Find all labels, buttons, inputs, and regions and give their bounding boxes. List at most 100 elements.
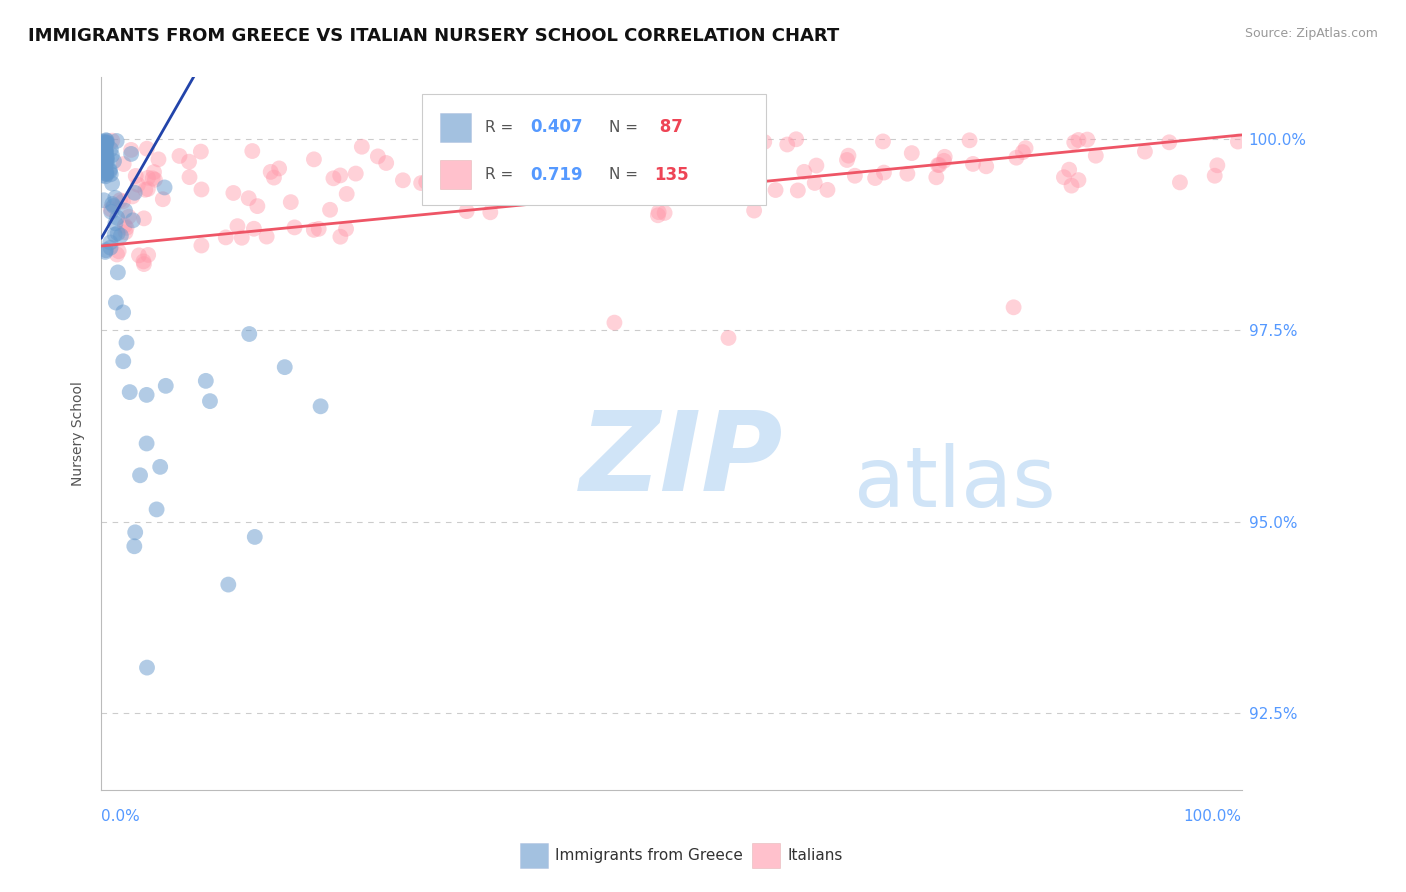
Point <box>107 227 129 241</box>
Point <box>105 134 128 148</box>
Point <box>837 149 859 163</box>
Text: 0.719: 0.719 <box>530 166 582 184</box>
Point <box>502 164 524 178</box>
Text: 0.407: 0.407 <box>530 119 582 136</box>
Point <box>329 169 352 183</box>
Point <box>94 137 117 152</box>
Point <box>118 210 141 224</box>
Point <box>98 164 121 178</box>
Point <box>928 158 950 172</box>
Point <box>198 394 221 409</box>
Text: atlas: atlas <box>853 443 1056 524</box>
Point <box>101 134 124 148</box>
Point <box>143 172 166 186</box>
Point <box>152 192 174 206</box>
Point <box>974 159 997 173</box>
Point <box>932 153 955 168</box>
Point <box>872 135 894 149</box>
Point <box>835 153 858 167</box>
Point <box>962 157 984 171</box>
Text: 135: 135 <box>654 166 689 184</box>
Point <box>226 219 249 234</box>
Point <box>94 244 117 258</box>
Point <box>1005 151 1028 165</box>
Point <box>104 227 127 242</box>
Point <box>108 193 131 207</box>
Point <box>96 134 118 148</box>
Point <box>124 186 146 200</box>
Point <box>98 162 121 177</box>
Point <box>959 133 981 147</box>
Text: R =: R = <box>485 120 519 135</box>
Point <box>335 222 357 236</box>
Text: N =: N = <box>609 167 643 182</box>
Point <box>925 170 948 185</box>
Point <box>94 144 117 158</box>
Point <box>103 199 125 213</box>
Point <box>411 176 433 190</box>
Point <box>619 152 641 166</box>
Point <box>132 254 155 268</box>
Point <box>124 539 146 553</box>
Text: Immigrants from Greece: Immigrants from Greece <box>555 848 744 863</box>
Point <box>1067 173 1090 187</box>
Point <box>94 244 117 259</box>
Point <box>934 150 956 164</box>
Point <box>114 203 136 218</box>
Point <box>142 171 165 186</box>
Point <box>114 219 136 233</box>
Point <box>786 184 808 198</box>
Point <box>817 183 839 197</box>
Point <box>302 223 325 237</box>
Point <box>927 158 949 172</box>
Point <box>94 138 117 153</box>
Point <box>94 136 117 150</box>
Point <box>651 161 673 175</box>
Point <box>456 204 478 219</box>
Point <box>190 238 212 252</box>
Point <box>217 577 239 591</box>
Point <box>647 208 669 222</box>
Point <box>94 166 117 180</box>
Point <box>443 186 465 200</box>
Point <box>1076 132 1098 146</box>
Point <box>754 135 776 149</box>
Point <box>1060 178 1083 193</box>
Point <box>896 167 918 181</box>
Point <box>873 165 896 179</box>
Point <box>91 158 114 172</box>
Point <box>149 459 172 474</box>
Point <box>785 132 807 146</box>
Point <box>136 170 159 185</box>
Point <box>94 156 117 170</box>
Point <box>100 167 122 181</box>
Text: 87: 87 <box>654 119 683 136</box>
Point <box>231 231 253 245</box>
Point <box>803 176 825 190</box>
Point <box>93 145 115 160</box>
Point <box>94 169 117 184</box>
Point <box>238 326 260 341</box>
Point <box>190 182 212 196</box>
Point <box>1204 169 1226 183</box>
Point <box>91 150 114 164</box>
Point <box>1053 170 1076 185</box>
Point <box>863 171 886 186</box>
Point <box>110 228 132 243</box>
Point <box>302 153 325 167</box>
Point <box>309 400 332 414</box>
Point <box>112 305 135 319</box>
Point <box>308 222 330 236</box>
Point <box>485 181 508 195</box>
Point <box>569 162 592 177</box>
Point <box>112 157 135 171</box>
Point <box>94 144 117 158</box>
Point <box>107 244 129 259</box>
Point <box>93 148 115 162</box>
Point <box>280 195 302 210</box>
Point <box>94 135 117 149</box>
Point <box>336 186 359 201</box>
Point <box>124 525 146 540</box>
Point <box>488 163 510 178</box>
Point <box>269 161 291 176</box>
